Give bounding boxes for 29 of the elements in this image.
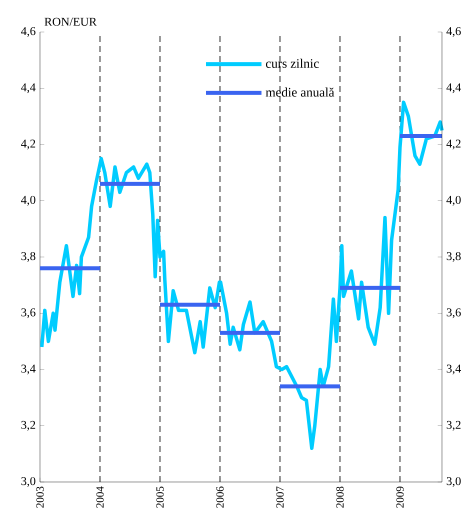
y-tick-label: 3,2: [21, 420, 36, 431]
x-tick-label: 2007: [276, 486, 284, 508]
y2-tick-label: 4,0: [446, 196, 461, 206]
y2-tick-label: 4,4: [446, 83, 462, 94]
x-tick-label: 2005: [156, 486, 164, 508]
x-tick-label: 2003: [36, 486, 44, 508]
y2-tick-label: 3,8: [446, 252, 461, 262]
x-tick-label: 2006: [216, 486, 224, 508]
y-tick-label: 4,6: [21, 27, 36, 37]
x-tick-label: 2008: [336, 486, 344, 508]
y2-tick-label: 3,0: [446, 477, 461, 487]
y2-tick-label: 3,2: [446, 420, 461, 431]
legend-label: curs zilnic: [266, 58, 319, 68]
y-tick-label: 3,6: [21, 308, 36, 318]
y-tick-label: 3,8: [21, 252, 36, 262]
y-tick-label: 4,2: [21, 140, 36, 150]
legend-label: medie anuală: [266, 88, 334, 97]
y-tick-label: 4,0: [21, 196, 36, 206]
x-tick-label: 2009: [396, 486, 404, 508]
line-series: [40, 100, 444, 450]
y-axis-title: RON/EUR: [44, 18, 97, 26]
y2-tick-label: 4,2: [446, 140, 461, 150]
y2-tick-label: 3,4: [446, 364, 462, 374]
x-tick-label: 2004: [96, 486, 104, 508]
y-tick-label: 4,4: [21, 83, 36, 94]
y2-tick-label: 4,6: [446, 27, 461, 37]
y-tick-label: 3,4: [21, 364, 36, 374]
y-tick-label: 3,0: [21, 477, 36, 487]
y2-tick-label: 3,6: [446, 308, 461, 318]
